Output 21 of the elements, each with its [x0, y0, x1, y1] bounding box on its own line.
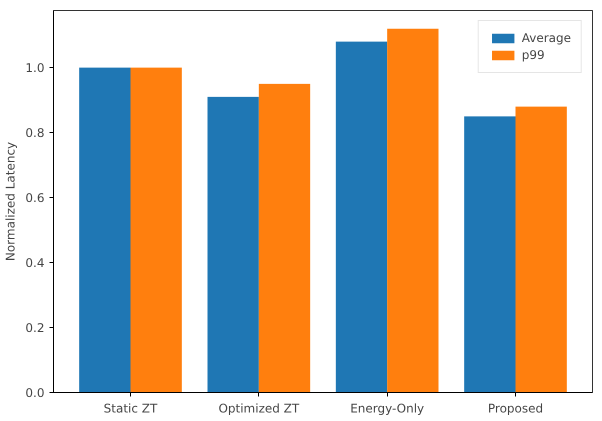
legend-label: Average [522, 31, 571, 45]
y-tick-label: 0.8 [25, 126, 45, 140]
y-tick-label: 0.2 [25, 321, 45, 336]
bar [79, 68, 130, 392]
y-tick-label: 0.0 [25, 386, 45, 400]
x-tick-label: Optimized ZT [218, 402, 300, 416]
bar [387, 28, 438, 392]
x-tick-label: Static ZT [104, 402, 158, 416]
legend-label: p99 [522, 48, 545, 62]
y-axis-title: Normalized Latency [3, 142, 18, 262]
bar [516, 106, 567, 392]
bar [208, 96, 259, 392]
x-tick-label: Proposed [488, 402, 544, 416]
bar [336, 42, 388, 392]
y-tick-label: 1.0 [25, 61, 45, 76]
x-tick-label: Energy-Only [350, 402, 424, 416]
bar [464, 116, 516, 392]
bar [130, 68, 182, 392]
y-tick-label: 0.6 [25, 191, 45, 206]
bar [258, 84, 310, 392]
y-tick-label: 0.4 [25, 256, 45, 270]
